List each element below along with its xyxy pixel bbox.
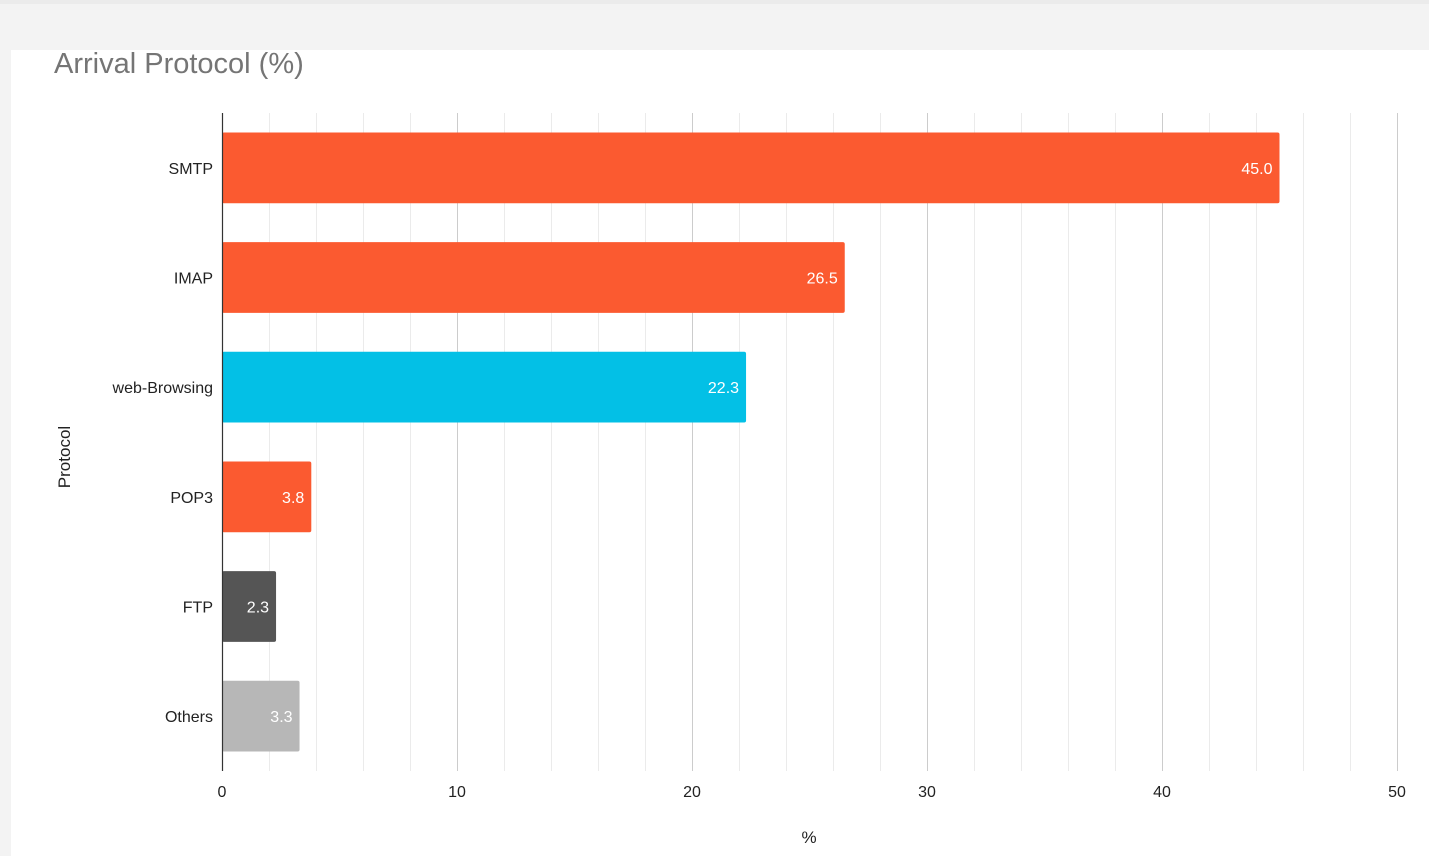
bars bbox=[222, 132, 1280, 752]
bar-value-label: 26.5 bbox=[807, 271, 838, 288]
x-tick-label: 10 bbox=[448, 784, 466, 801]
grid-lines bbox=[269, 113, 1398, 771]
x-tick-label: 0 bbox=[218, 784, 227, 801]
x-tick-label: 30 bbox=[918, 784, 936, 801]
top-band bbox=[0, 0, 1429, 50]
x-tick-label: 50 bbox=[1388, 784, 1406, 801]
x-axis-title: % bbox=[801, 828, 816, 847]
bar-pop3 bbox=[222, 461, 312, 533]
bar-web-browsing bbox=[222, 351, 747, 423]
x-tick-label: 40 bbox=[1153, 784, 1171, 801]
y-category-label: SMTP bbox=[169, 161, 213, 178]
bar-others bbox=[222, 680, 300, 752]
bar-imap bbox=[222, 242, 845, 313]
bar-ftp bbox=[222, 571, 277, 642]
y-category-label: IMAP bbox=[174, 271, 213, 288]
bar-value-label: 3.8 bbox=[282, 490, 304, 507]
y-axis-title: Protocol bbox=[55, 426, 74, 488]
bar-smtp bbox=[222, 132, 1280, 204]
y-category-label: POP3 bbox=[170, 490, 213, 507]
y-category-label: FTP bbox=[183, 600, 213, 617]
y-category-label: Others bbox=[165, 709, 213, 726]
bar-value-label: 3.3 bbox=[270, 709, 292, 726]
bar-value-label: 2.3 bbox=[247, 600, 269, 617]
y-category-label: web-Browsing bbox=[112, 380, 213, 397]
bar-value-label: 45.0 bbox=[1241, 161, 1272, 178]
chart-title: Arrival Protocol (%) bbox=[54, 48, 304, 80]
bar-value-label: 22.3 bbox=[708, 380, 739, 397]
labels: 0 10 20 30 40 50 45.0 SMTP 26.5 IMAP 22.3 web-Brows… bbox=[112, 113, 1406, 801]
x-tick-label: 20 bbox=[683, 784, 701, 801]
top-strip bbox=[0, 0, 1429, 4]
